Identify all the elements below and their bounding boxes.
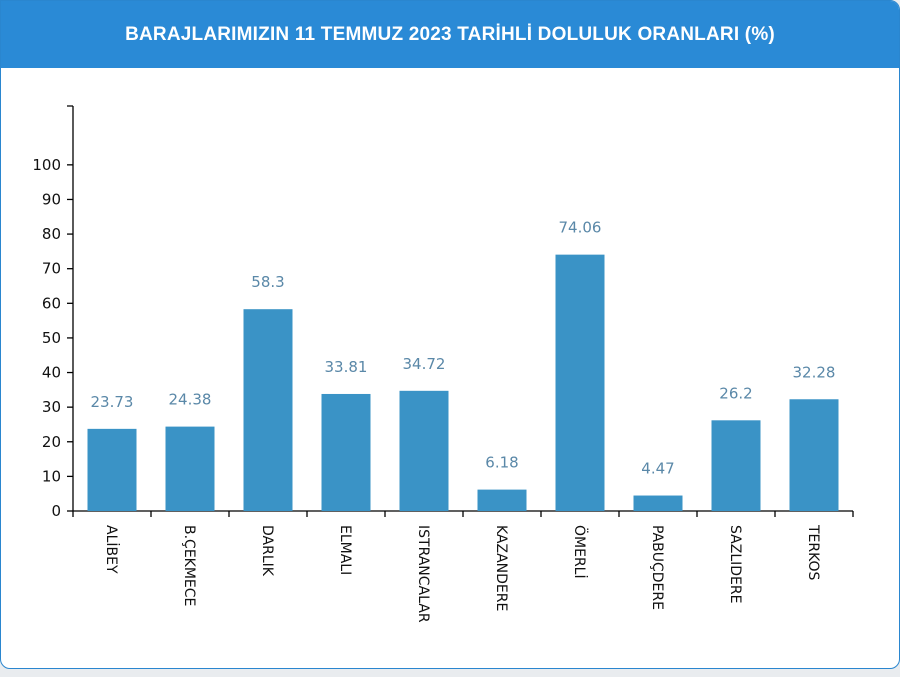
bar: [789, 399, 839, 511]
x-tick-label: ALİBEY: [103, 525, 121, 574]
data-label: 32.28: [793, 363, 836, 381]
x-tick-label: PABUÇDERE: [649, 525, 665, 610]
bar: [633, 495, 683, 511]
y-tick-label: 30: [42, 398, 61, 416]
y-tick-label: 80: [42, 225, 61, 243]
data-label: 74.06: [559, 219, 602, 237]
bar: [87, 428, 137, 511]
data-label: 23.73: [91, 393, 134, 411]
y-tick-label: 50: [42, 329, 61, 347]
x-tick-label: ELMALI: [337, 525, 353, 575]
y-tick-label: 60: [42, 294, 61, 312]
x-tick-label: SAZLIDERE: [727, 525, 743, 603]
x-tick-label: ISTRANCALAR: [415, 525, 431, 623]
data-label: 34.72: [403, 355, 446, 373]
bar: [321, 393, 371, 511]
y-tick-label: 100: [32, 156, 61, 174]
data-label: 33.81: [325, 358, 368, 376]
y-tick-label: 70: [42, 260, 61, 278]
data-label: 58.3: [251, 273, 284, 291]
y-tick-label: 90: [42, 190, 61, 208]
data-label: 26.2: [719, 384, 752, 402]
chart-title: BARAJLARIMIZIN 11 TEMMUZ 2023 TARİHLİ DO…: [125, 23, 775, 45]
bar: [711, 420, 761, 511]
data-label: 6.18: [485, 454, 518, 472]
y-tick-label: 10: [42, 467, 61, 485]
bar: [477, 489, 527, 511]
x-tick-label: ÖMERLİ: [571, 525, 589, 579]
bar: [555, 254, 605, 511]
x-tick-label: B.ÇEKMECE: [181, 525, 197, 606]
x-tick-label: TERKOS: [805, 524, 821, 581]
bar: [243, 309, 293, 511]
data-label: 4.47: [641, 460, 674, 478]
y-tick-label: 20: [42, 433, 61, 451]
bar: [165, 426, 215, 511]
data-label: 24.38: [169, 391, 212, 409]
bar: [399, 390, 449, 511]
x-tick-label: KAZANDERE: [493, 525, 509, 611]
y-tick-label: 0: [51, 502, 61, 520]
y-tick-label: 40: [42, 364, 61, 382]
x-tick-label: DARLIK: [259, 525, 275, 577]
card-header: BARAJLARIMIZIN 11 TEMMUZ 2023 TARİHLİ DO…: [1, 1, 899, 68]
